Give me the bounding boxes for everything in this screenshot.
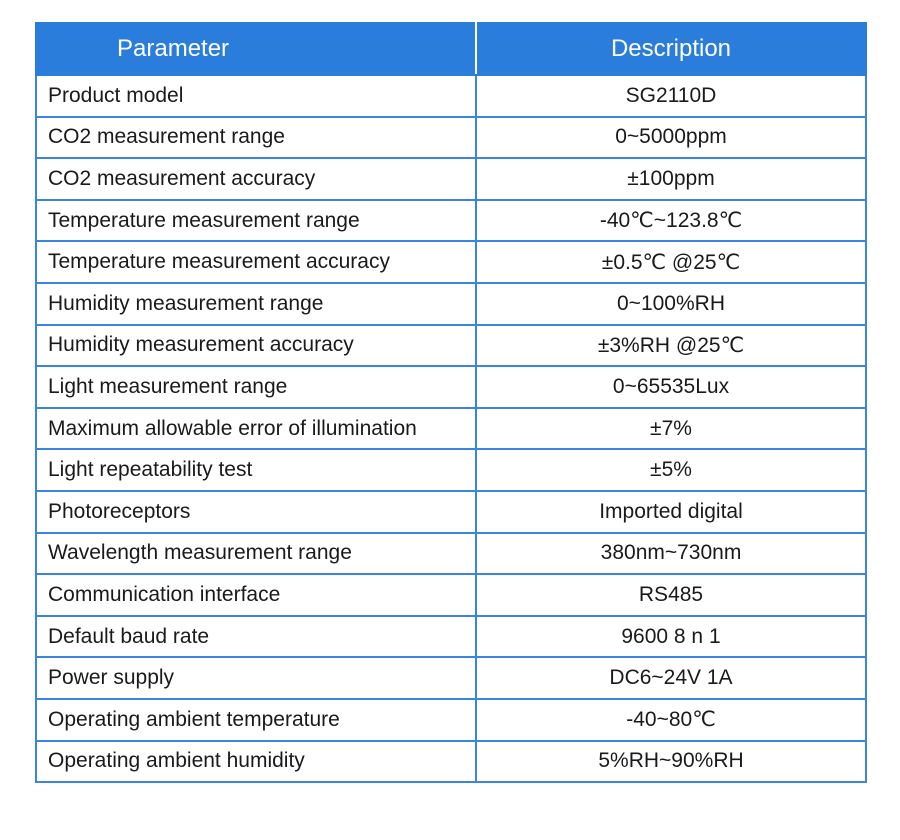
table-row: Power supply DC6~24V 1A <box>35 656 867 700</box>
table-row: CO2 measurement range 0~5000ppm <box>35 115 867 160</box>
table-row: Wavelength measurement range 380nm~730nm <box>35 531 867 576</box>
parameter-cell: Temperature measurement range <box>35 198 477 243</box>
table-row: Product model SG2110D <box>35 74 867 118</box>
parameter-cell: Product model <box>35 74 477 118</box>
table-row: Operating ambient temperature -40~80℃ <box>35 697 867 742</box>
description-cell: ±5% <box>475 448 867 492</box>
description-cell: 380nm~730nm <box>475 531 867 576</box>
parameter-cell: Maximum allowable error of illumination <box>35 406 477 451</box>
parameter-cell: Light repeatability test <box>35 448 477 492</box>
table-row: Maximum allowable error of illumination ±… <box>35 406 867 451</box>
table-row: Light repeatability test ±5% <box>35 448 867 492</box>
table-row: CO2 measurement accuracy ±100ppm <box>35 157 867 201</box>
description-cell: 5%RH~90%RH <box>475 739 867 784</box>
description-cell: ±100ppm <box>475 157 867 201</box>
description-cell: SG2110D <box>475 74 867 118</box>
parameter-cell: CO2 measurement accuracy <box>35 157 477 201</box>
parameter-cell: Wavelength measurement range <box>35 531 477 576</box>
parameter-cell: Light measurement range <box>35 365 477 409</box>
description-cell: 0~65535Lux <box>475 365 867 409</box>
description-cell: 0~5000ppm <box>475 115 867 160</box>
table-row: Temperature measurement accuracy ±0.5℃ @2… <box>35 240 867 284</box>
header-row: Parameter Description <box>35 22 867 76</box>
table-row: Light measurement range 0~65535Lux <box>35 365 867 409</box>
table-row: Humidity measurement accuracy ±3%RH @25℃ <box>35 323 867 368</box>
parameter-cell: CO2 measurement range <box>35 115 477 160</box>
description-cell: RS485 <box>475 573 867 617</box>
parameter-cell: Temperature measurement accuracy <box>35 240 477 284</box>
parameter-cell: Communication interface <box>35 573 477 617</box>
description-cell: ±0.5℃ @25℃ <box>475 240 867 284</box>
table-header: Parameter Description <box>35 22 867 76</box>
description-cell: -40℃~123.8℃ <box>475 198 867 243</box>
parameter-cell: Operating ambient temperature <box>35 697 477 742</box>
spec-table: Parameter Description Product model SG211… <box>35 22 867 784</box>
description-cell: 9600 8 n 1 <box>475 614 867 659</box>
description-cell: ±7% <box>475 406 867 451</box>
parameter-cell: Humidity measurement range <box>35 281 477 326</box>
header-parameter: Parameter <box>35 22 477 76</box>
parameter-cell: Default baud rate <box>35 614 477 659</box>
description-cell: DC6~24V 1A <box>475 656 867 700</box>
table-row: Humidity measurement range 0~100%RH <box>35 281 867 326</box>
table-row: Temperature measurement range -40℃~123.8℃ <box>35 198 867 243</box>
parameter-cell: Photoreceptors <box>35 489 477 534</box>
table-row: Photoreceptors Imported digital <box>35 489 867 534</box>
table-row: Default baud rate 9600 8 n 1 <box>35 614 867 659</box>
description-cell: -40~80℃ <box>475 697 867 742</box>
parameter-cell: Power supply <box>35 656 477 700</box>
table-body: Product model SG2110D CO2 measurement rang… <box>35 74 867 784</box>
description-cell: 0~100%RH <box>475 281 867 326</box>
description-cell: Imported digital <box>475 489 867 534</box>
table-row: Communication interface RS485 <box>35 573 867 617</box>
header-description: Description <box>475 22 867 76</box>
parameter-cell: Operating ambient humidity <box>35 739 477 784</box>
description-cell: ±3%RH @25℃ <box>475 323 867 368</box>
table-row: Operating ambient humidity 5%RH~90%RH <box>35 739 867 784</box>
parameter-cell: Humidity measurement accuracy <box>35 323 477 368</box>
